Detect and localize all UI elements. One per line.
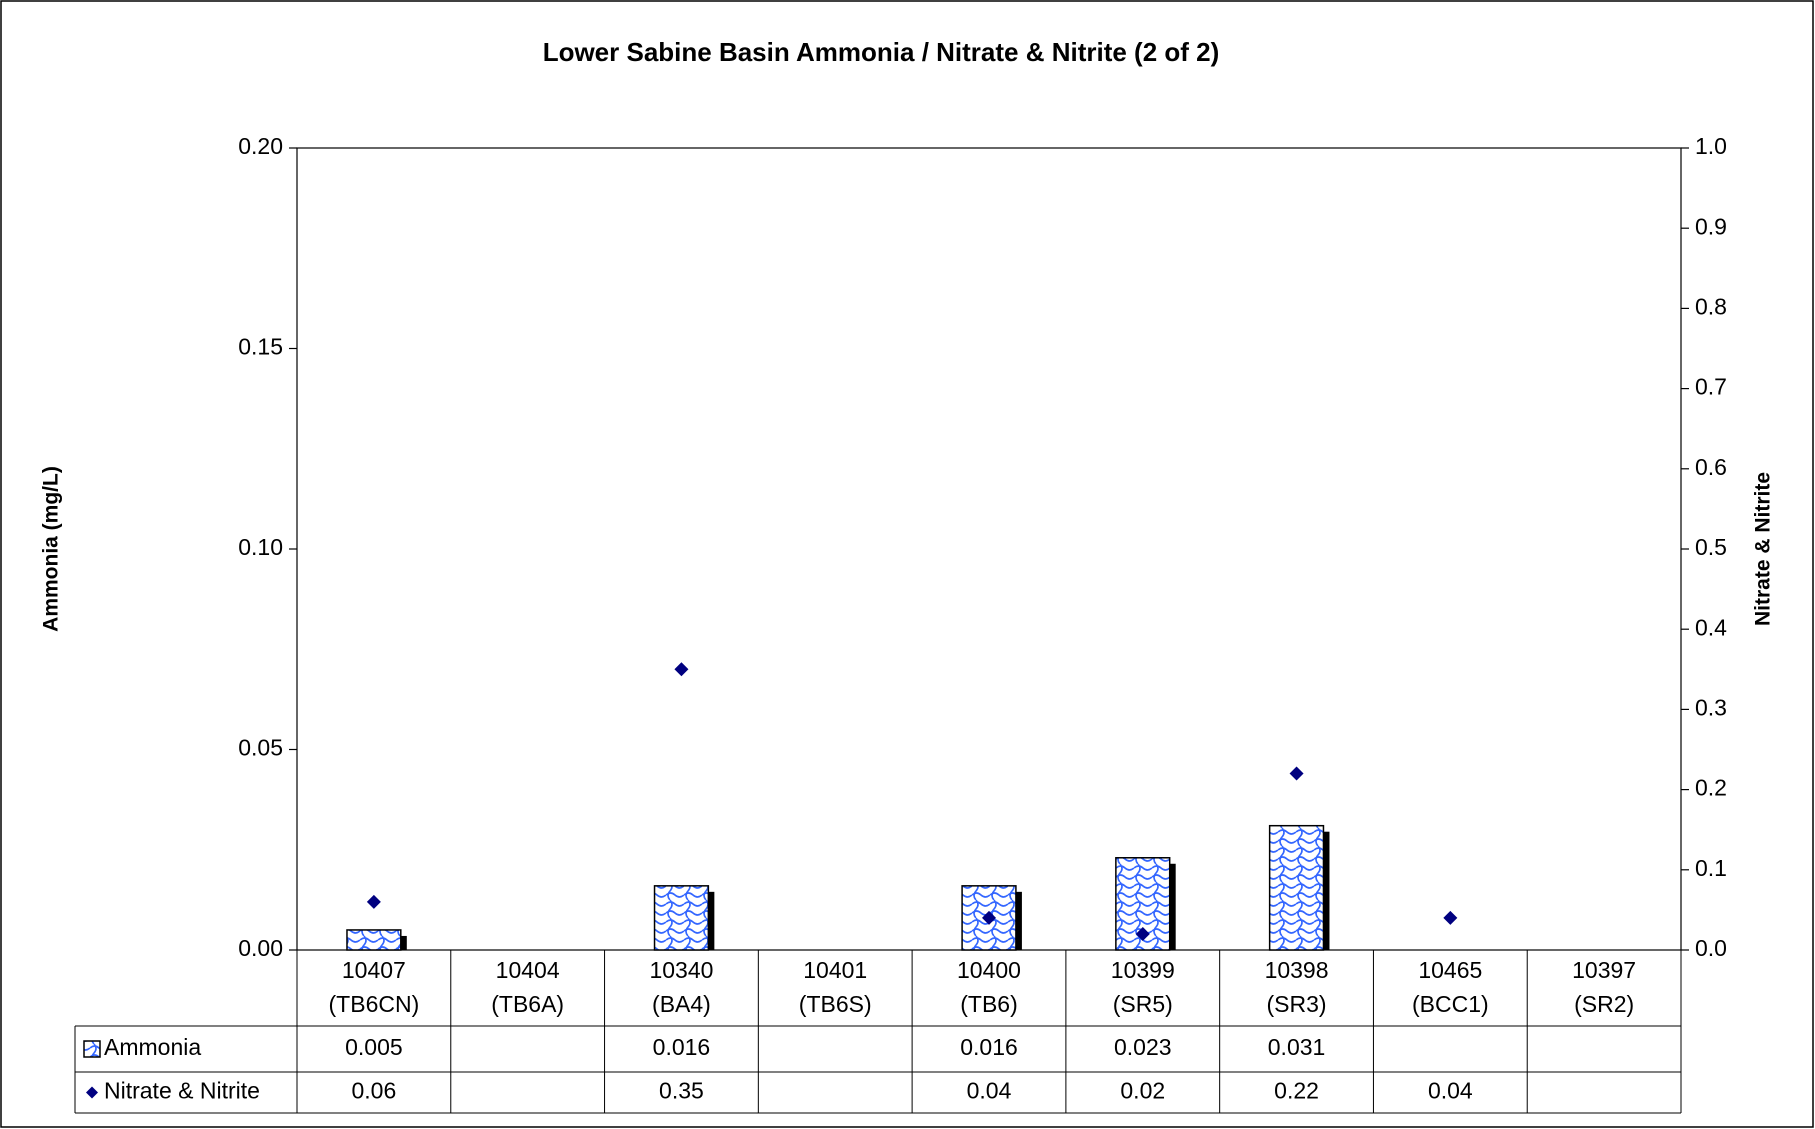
x-tick-label: (BA4) — [652, 991, 711, 1017]
y-axis-title: Ammonia (mg/L) — [40, 466, 63, 632]
y-tick-label: 0.00 — [238, 935, 283, 961]
bar — [1268, 824, 1325, 951]
y-tick-label: 0.10 — [238, 534, 283, 560]
x-tick-label: (BCC1) — [1412, 991, 1489, 1017]
x-tick-label: 10398 — [1265, 957, 1329, 983]
x-tick-label: (TB6A) — [491, 991, 564, 1017]
table-value: 0.031 — [1268, 1034, 1326, 1060]
x-tick-label: 10407 — [342, 957, 406, 983]
table-value: 0.016 — [960, 1034, 1018, 1060]
y2-tick-label: 0.2 — [1695, 775, 1727, 801]
legend-swatch — [83, 1040, 101, 1058]
x-tick-label: 10401 — [803, 957, 867, 983]
x-tick-label: (TB6CN) — [329, 991, 420, 1017]
y2-tick-label: 1.0 — [1695, 133, 1727, 159]
legend-marker — [86, 1086, 98, 1099]
x-tick-label: (SR3) — [1267, 991, 1327, 1017]
y-tick-label: 0.05 — [238, 735, 283, 761]
y-tick-label: 0.15 — [238, 334, 283, 360]
table-value: 0.005 — [345, 1034, 403, 1060]
table-value: 0.04 — [1428, 1078, 1473, 1104]
y2-axis-title: Nitrate & Nitrite — [1752, 472, 1775, 626]
table-value: 0.22 — [1274, 1078, 1319, 1104]
y2-tick-label: 0.1 — [1695, 855, 1727, 881]
x-tick-label: (TB6S) — [799, 991, 872, 1017]
marker — [366, 894, 381, 909]
marker — [982, 910, 996, 925]
y2-tick-label: 0.0 — [1695, 935, 1727, 961]
x-tick-label: 10397 — [1572, 957, 1636, 983]
x-tick-label: (TB6) — [960, 991, 1018, 1017]
marker — [674, 662, 689, 677]
chart-title: Lower Sabine Basin Ammonia / Nitrate & N… — [543, 37, 1220, 67]
x-tick-label: 10400 — [957, 957, 1021, 983]
legend-label: Ammonia — [104, 1034, 201, 1060]
y-tick-label: 0.20 — [238, 133, 283, 159]
bar — [346, 929, 402, 951]
marker — [1289, 766, 1304, 781]
table-value: 0.023 — [1114, 1034, 1172, 1060]
y2-tick-label: 0.7 — [1695, 374, 1727, 400]
x-tick-label: 10465 — [1418, 957, 1482, 983]
marker — [1135, 926, 1150, 941]
table-value: 0.06 — [352, 1078, 397, 1104]
bar — [653, 885, 710, 951]
table-value: 0.04 — [967, 1078, 1012, 1104]
x-tick-label: 10340 — [649, 957, 713, 983]
x-tick-label: (SR2) — [1574, 991, 1634, 1017]
x-tick-label: 10399 — [1111, 957, 1175, 983]
y2-tick-label: 0.8 — [1695, 293, 1727, 319]
legend-label: Nitrate & Nitrite — [104, 1078, 260, 1104]
y2-tick-label: 0.6 — [1695, 454, 1727, 480]
table-value: 0.016 — [653, 1034, 711, 1060]
y2-tick-label: 0.3 — [1695, 694, 1727, 720]
y2-tick-label: 0.9 — [1695, 213, 1727, 239]
marker — [1443, 910, 1458, 925]
table-value: 0.02 — [1120, 1078, 1165, 1104]
x-tick-label: (SR5) — [1113, 991, 1173, 1017]
y2-tick-label: 0.5 — [1695, 534, 1727, 560]
table-value: 0.35 — [659, 1078, 704, 1104]
y2-tick-label: 0.4 — [1695, 614, 1727, 640]
x-tick-label: 10404 — [496, 957, 560, 983]
